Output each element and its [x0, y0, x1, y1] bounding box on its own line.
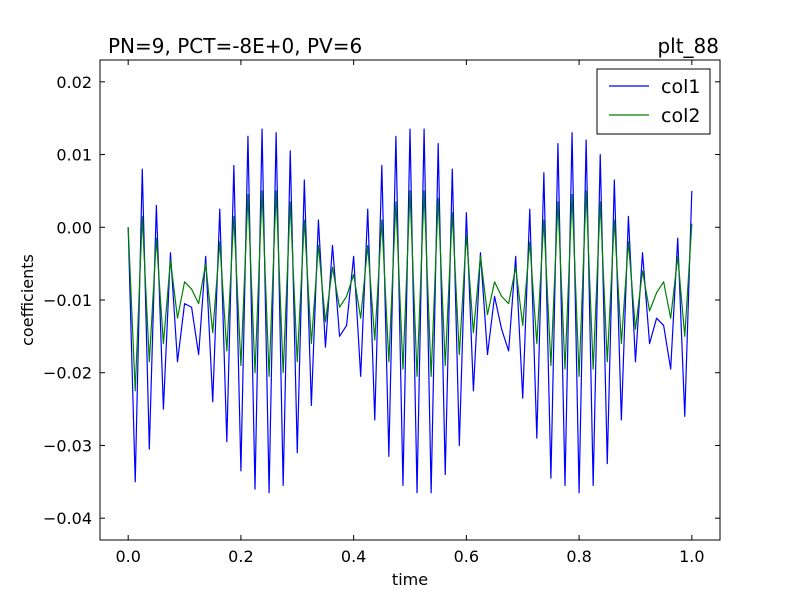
x-axis-label: time [392, 570, 428, 589]
chart-title: PN=9, PCT=-8E+0, PV=6 [108, 34, 362, 58]
x-tick-label: 0.8 [566, 547, 591, 566]
plot-lines [127, 128, 693, 494]
series-line-col2 [127, 190, 693, 392]
legend-label-col2: col2 [661, 105, 700, 127]
x-tick-label: 0.6 [454, 547, 479, 566]
x-axis: 0.0 0.2 0.4 0.6 0.8 1.0 [115, 60, 705, 566]
series-line-col1 [127, 128, 693, 494]
x-tick-label: 0.0 [115, 547, 140, 566]
y-tick-label: 0.00 [56, 218, 92, 237]
legend-label-col1: col1 [661, 76, 700, 98]
y-axis: 0.02 0.01 0.00 −0.01 −0.02 −0.03 −0.04 [43, 73, 720, 528]
y-axis-label: coefficients [18, 254, 37, 346]
y-tick-label: −0.01 [43, 291, 92, 310]
x-tick-label: 1.0 [679, 547, 704, 566]
legend: col1 col2 [596, 68, 711, 135]
x-tick-label: 0.2 [228, 547, 253, 566]
legend-box [596, 68, 711, 135]
x-tick-label: 0.4 [341, 547, 366, 566]
y-tick-label: −0.04 [43, 509, 92, 528]
y-tick-label: −0.02 [43, 364, 92, 383]
y-tick-label: 0.01 [56, 146, 92, 165]
y-tick-label: −0.03 [43, 436, 92, 455]
y-tick-label: 0.02 [56, 73, 92, 92]
chart-title-right: plt_88 [657, 34, 719, 58]
